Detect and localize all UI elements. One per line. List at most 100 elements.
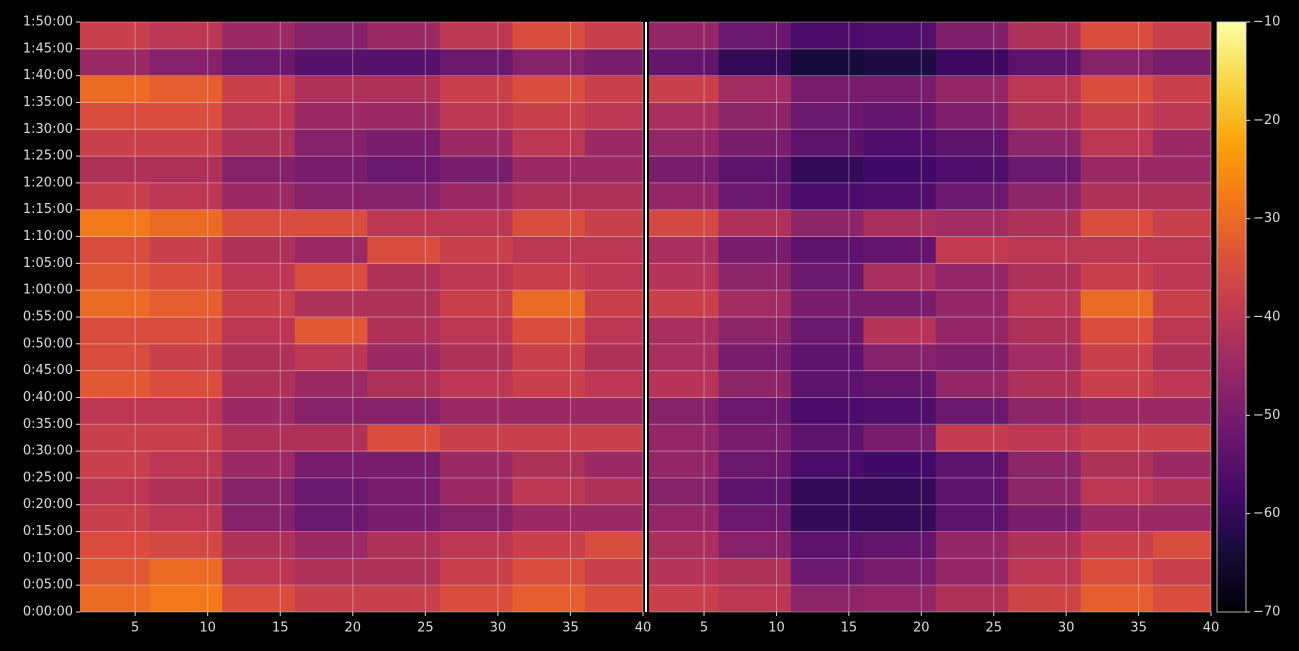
heatmap-cell bbox=[790, 236, 864, 264]
heatmap-cell bbox=[1153, 451, 1211, 479]
heatmap-cell bbox=[149, 209, 223, 238]
heatmap-cell bbox=[718, 477, 792, 506]
heatmap-cell bbox=[649, 370, 720, 398]
x-tick-label: 20 bbox=[913, 621, 930, 636]
heatmap-cell bbox=[367, 182, 441, 211]
heatmap-cell bbox=[1008, 343, 1082, 372]
heatmap-cell bbox=[790, 397, 864, 425]
heatmap-cell bbox=[149, 504, 223, 533]
heatmap-cell bbox=[718, 451, 792, 479]
heatmap-cell bbox=[80, 397, 151, 425]
heatmap-cell bbox=[790, 424, 864, 452]
heatmap-cell bbox=[512, 263, 586, 291]
heatmap-cell bbox=[512, 397, 586, 425]
heatmap-cell bbox=[512, 48, 586, 77]
heatmap-cell bbox=[718, 22, 792, 50]
heatmap-cell bbox=[149, 102, 223, 130]
heatmap-cell bbox=[863, 477, 937, 506]
heatmap-cell bbox=[149, 22, 223, 50]
heatmap-cell bbox=[149, 75, 223, 103]
heatmap-cell bbox=[1153, 209, 1211, 238]
heatmap-cell bbox=[367, 370, 441, 398]
heatmap-cell bbox=[649, 451, 720, 479]
heatmap-cell bbox=[1008, 22, 1082, 50]
heatmap-cell bbox=[439, 451, 513, 479]
heatmap-cell bbox=[1080, 182, 1154, 211]
heatmap-cell bbox=[935, 236, 1009, 264]
heatmap-cell bbox=[649, 102, 720, 130]
colorbar-tick-label: −10 bbox=[1253, 15, 1280, 30]
heatmap-cell bbox=[1153, 397, 1211, 425]
heatmap-cell bbox=[1153, 156, 1211, 184]
heatmap-cell bbox=[649, 263, 720, 291]
heatmap-cell bbox=[149, 48, 223, 77]
heatmap-cell bbox=[863, 75, 937, 103]
x-tick-label: 35 bbox=[562, 621, 579, 636]
heatmap-cell bbox=[935, 531, 1009, 559]
heatmap-cell bbox=[584, 370, 643, 398]
heatmap-cell bbox=[790, 343, 864, 372]
heatmap-cell bbox=[863, 236, 937, 264]
y-tick-label: 0:00:00 bbox=[23, 605, 73, 620]
heatmap-cell bbox=[294, 75, 368, 103]
heatmap-cell bbox=[149, 263, 223, 291]
heatmap-cell bbox=[149, 477, 223, 506]
heatmap-cell bbox=[935, 182, 1009, 211]
heatmap-cell bbox=[718, 343, 792, 372]
heatmap-cell bbox=[149, 585, 223, 612]
heatmap-cell bbox=[1008, 451, 1082, 479]
heatmap-cell bbox=[439, 477, 513, 506]
heatmap-cell bbox=[294, 370, 368, 398]
heatmap-cell bbox=[649, 129, 720, 157]
heatmap-cell bbox=[149, 290, 223, 318]
heatmap-cell bbox=[863, 504, 937, 533]
heatmap-cell bbox=[80, 477, 151, 506]
heatmap-cell bbox=[718, 48, 792, 77]
heatmap-cell bbox=[1008, 531, 1082, 559]
heatmap-cell bbox=[584, 129, 643, 157]
x-tick-label: 15 bbox=[841, 621, 858, 636]
heatmap-cell bbox=[1153, 531, 1211, 559]
heatmap-cell bbox=[439, 22, 513, 50]
heatmap-cell bbox=[222, 236, 296, 264]
heatmap-cell bbox=[439, 397, 513, 425]
colorbar bbox=[1216, 21, 1247, 613]
heatmap-cell bbox=[439, 129, 513, 157]
heatmap-cell bbox=[439, 558, 513, 586]
heatmap-cell bbox=[1153, 504, 1211, 533]
heatmap-cell bbox=[512, 102, 586, 130]
heatmap-panel bbox=[649, 22, 1211, 612]
heatmap-cell bbox=[1080, 75, 1154, 103]
heatmap-cell bbox=[80, 290, 151, 318]
heatmap-cell bbox=[1153, 477, 1211, 506]
heatmap-cell bbox=[222, 48, 296, 77]
colorbar-tick-label: −60 bbox=[1253, 506, 1280, 521]
y-tick-label: 1:45:00 bbox=[23, 41, 73, 56]
heatmap-cell bbox=[1080, 236, 1154, 264]
heatmap-cell bbox=[1153, 424, 1211, 452]
heatmap-cell bbox=[790, 209, 864, 238]
heatmap-cell bbox=[790, 370, 864, 398]
heatmap-cell bbox=[935, 424, 1009, 452]
heatmap-cell bbox=[649, 317, 720, 345]
x-tick-label: 25 bbox=[985, 621, 1002, 636]
y-tick-label: 0:25:00 bbox=[23, 470, 73, 485]
heatmap-cell bbox=[584, 558, 643, 586]
heatmap-cell bbox=[649, 209, 720, 238]
heatmap-cell bbox=[222, 290, 296, 318]
heatmap-cell bbox=[1080, 102, 1154, 130]
heatmap-cell bbox=[718, 102, 792, 130]
heatmap-cell bbox=[935, 129, 1009, 157]
heatmap-cell bbox=[584, 343, 643, 372]
y-tick-label: 1:30:00 bbox=[23, 122, 73, 137]
heatmap-cell bbox=[222, 451, 296, 479]
heatmap-cell bbox=[222, 263, 296, 291]
heatmap-cell bbox=[584, 585, 643, 612]
heatmap-cell bbox=[1008, 102, 1082, 130]
heatmap-cell bbox=[649, 22, 720, 50]
heatmap-cell bbox=[439, 263, 513, 291]
heatmap-cell bbox=[1080, 370, 1154, 398]
heatmap-cell bbox=[222, 317, 296, 345]
heatmap-cell bbox=[584, 263, 643, 291]
heatmap-cell bbox=[80, 504, 151, 533]
